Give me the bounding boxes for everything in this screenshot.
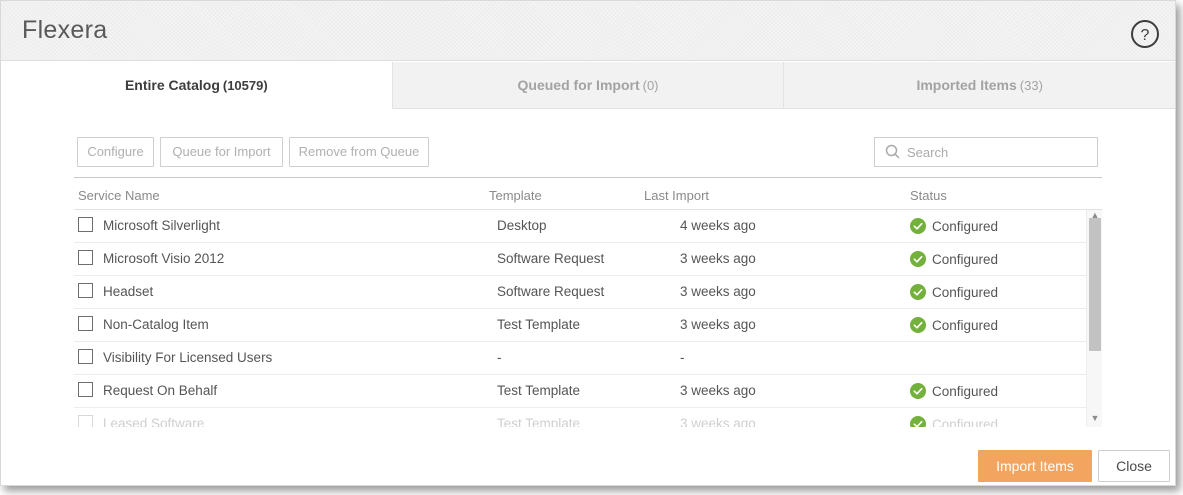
svg-text:?: ?: [1141, 27, 1150, 44]
